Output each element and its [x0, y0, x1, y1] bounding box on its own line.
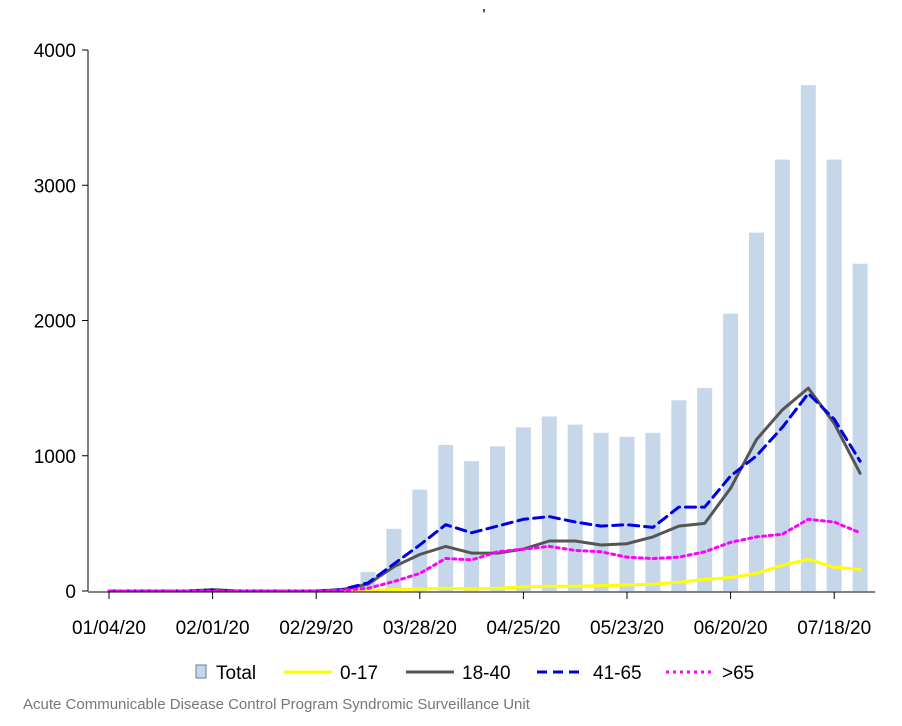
bar-total-07-18-20: [826, 159, 842, 591]
legend-item: Total: [195, 663, 256, 684]
bar-total-04-04-20: [438, 444, 454, 591]
legend-label: >65: [722, 663, 754, 684]
bar-total-05-09-20: [567, 424, 583, 591]
source-note: Acute Communicable Disease Control Progr…: [23, 696, 531, 713]
bars-layer: [360, 85, 868, 591]
x-tick-label: 05/23/20: [590, 618, 664, 639]
x-tick-label: 06/20/20: [694, 618, 768, 639]
series-line-41-65: [107, 392, 862, 593]
x-tick-label: 03/28/20: [383, 618, 457, 639]
x-tick-label: 07/18/20: [797, 618, 871, 639]
lines-layer: [107, 386, 862, 593]
bar-total-06-27-20: [749, 232, 764, 591]
bar-total-06-06-20: [671, 400, 687, 591]
legend-item: 0-17: [284, 663, 378, 684]
legend-item: >65: [666, 663, 754, 684]
x-tick-label: 01/04/20: [72, 618, 146, 639]
series-line-18-40: [107, 386, 862, 593]
x-tick-label: 02/29/20: [279, 618, 353, 639]
bar-total-07-11-20: [800, 85, 816, 591]
y-axis: 0 1000 2000 3000 4000: [34, 41, 89, 603]
x-tick-label: 02/01/20: [176, 618, 250, 639]
legend-item: 41-65: [537, 663, 642, 684]
legend-label: Total: [216, 663, 256, 684]
bar-total-06-20-20: [723, 313, 739, 591]
legend-item: 18-40: [406, 663, 511, 684]
legend-label: 41-65: [593, 663, 642, 684]
series-line-65: [107, 517, 862, 593]
bar-total-03-21-20: [386, 528, 402, 591]
bar-total-05-02-20: [541, 416, 557, 591]
legend-label: 18-40: [462, 663, 511, 684]
x-axis: 01/04/20 02/01/20 02/29/20 03/28/20 04/25/20…: [72, 591, 876, 639]
bar-total-04-11-20: [464, 461, 480, 591]
x-tick-label: 04/25/20: [486, 618, 560, 639]
series-line-0-17: [107, 557, 862, 593]
bar-total-04-25-20: [515, 427, 531, 591]
y-tick-label: 4000: [34, 41, 76, 62]
legend-swatch: [195, 664, 207, 679]
bar-total-05-16-20: [593, 432, 609, 591]
chart-title: ': [482, 7, 485, 24]
bar-total-07-04-20: [774, 159, 790, 591]
bar-total-03-28-20: [412, 489, 428, 591]
bar-total-06-13-20: [697, 388, 713, 591]
y-tick-label: 0: [65, 582, 76, 603]
y-tick-label: 2000: [34, 312, 76, 333]
bar-total-04-18-20: [490, 446, 505, 591]
bar-total-07-25-20: [852, 263, 868, 591]
legend: Total 0-17 18-40 41-65 >65: [195, 663, 754, 684]
bar-total-05-23-20: [619, 436, 635, 591]
y-tick-label: 3000: [34, 176, 76, 197]
legend-label: 0-17: [340, 663, 378, 684]
y-tick-label: 1000: [34, 447, 76, 468]
bar-total-05-30-20: [645, 432, 661, 591]
